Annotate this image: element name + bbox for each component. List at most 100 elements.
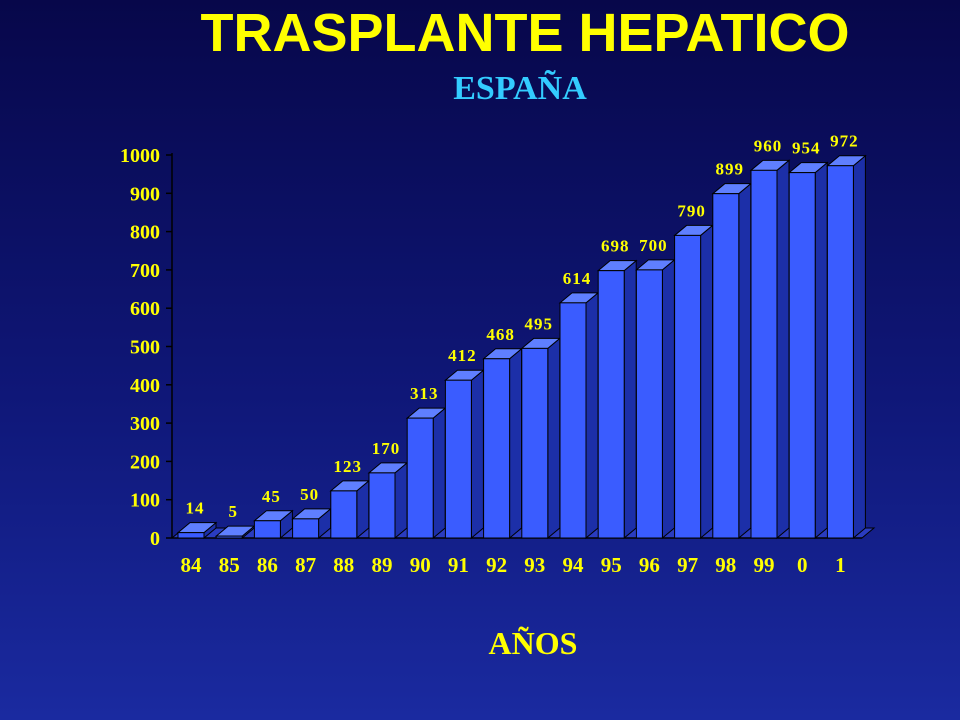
bar-side (814, 161, 828, 540)
bar-91 (444, 369, 485, 540)
data-label: 5 (228, 502, 238, 521)
x-tick-label: 86 (257, 553, 278, 577)
x-axis-label: AÑOS (488, 625, 578, 661)
bar-99 (749, 159, 791, 540)
y-tick-label: 0 (150, 528, 160, 550)
chart-title: TRASPLANTE HEPATICO (200, 3, 850, 63)
x-tick-label: 98 (715, 553, 736, 577)
bar-93 (520, 337, 562, 540)
chart-bars (176, 154, 867, 540)
bar-front (177, 532, 205, 539)
bar-front (788, 172, 816, 539)
data-label: 954 (792, 139, 821, 158)
bar-88 (329, 479, 371, 540)
bar-94 (558, 291, 600, 540)
data-label: 698 (601, 237, 630, 256)
bar-front (292, 518, 320, 539)
data-label: 700 (639, 236, 668, 255)
bar-front (406, 417, 434, 539)
x-tick-label: 87 (295, 553, 316, 577)
y-tick-label: 1000 (120, 145, 160, 167)
bar-front (330, 490, 358, 539)
x-tick-label: 90 (410, 553, 431, 577)
bar-90 (405, 407, 447, 540)
x-tick-label: 1 (835, 553, 846, 577)
chart-labels: 14 84 5 85 45 86 50 87 123 88 170 89 313 90 412 91 468 92… (181, 132, 859, 577)
data-label: 412 (448, 346, 477, 365)
data-label: 14 (186, 499, 205, 518)
bar-side (547, 337, 561, 540)
bar-95 (596, 259, 638, 540)
y-tick-label: 700 (130, 260, 160, 282)
bar-front (750, 169, 778, 539)
data-label: 313 (410, 384, 439, 403)
bar-front (483, 358, 511, 539)
chart-subtitle: ESPAÑA (453, 70, 587, 107)
bar-89 (367, 461, 409, 540)
bar-97 (673, 224, 714, 540)
x-tick-label: 92 (486, 553, 507, 577)
bar-side (776, 159, 790, 540)
y-tick-label: 100 (130, 490, 160, 512)
bar-front (712, 193, 740, 539)
bar-0 (787, 161, 829, 540)
bar-front (253, 520, 281, 539)
bar-87 (291, 507, 332, 540)
x-tick-label: 97 (677, 553, 698, 577)
data-label: 899 (716, 160, 745, 179)
data-label: 468 (486, 325, 515, 344)
bar-86 (253, 509, 294, 540)
bar-front (635, 269, 663, 539)
bar-side (509, 347, 523, 540)
x-tick-label: 91 (448, 553, 469, 577)
y-tick-label: 900 (130, 183, 160, 205)
bar-side (738, 182, 752, 540)
x-tick-label: 84 (181, 553, 203, 577)
bar-front (521, 347, 549, 539)
bar-front (215, 535, 243, 539)
x-tick-label: 88 (333, 553, 354, 577)
bar-side (623, 259, 637, 540)
data-label: 50 (300, 485, 319, 504)
data-label: 123 (334, 457, 363, 476)
y-tick-label: 500 (130, 337, 160, 359)
bar-front (597, 270, 625, 539)
bar-side (394, 461, 408, 540)
data-label: 960 (754, 136, 783, 155)
x-tick-label: 89 (372, 553, 393, 577)
x-tick-label: 94 (563, 553, 585, 577)
bar-side (852, 154, 866, 540)
bar-side (470, 369, 484, 540)
x-tick-label: 96 (639, 553, 660, 577)
bar-1 (826, 154, 867, 540)
y-tick-label: 800 (130, 222, 160, 244)
y-tick-label: 300 (130, 413, 160, 435)
y-tick-label: 200 (130, 451, 160, 473)
data-label: 972 (830, 132, 859, 151)
data-label: 45 (262, 487, 281, 506)
bar-side (585, 291, 599, 540)
bar-front (674, 234, 702, 539)
x-tick-label: 0 (797, 553, 808, 577)
bar-85 (214, 525, 256, 540)
x-tick-label: 95 (601, 553, 622, 577)
bar-98 (711, 182, 753, 540)
x-tick-label: 99 (754, 553, 775, 577)
data-label: 170 (372, 439, 401, 458)
bar-front (368, 472, 396, 539)
x-tick-label: 85 (219, 553, 240, 577)
data-label: 614 (563, 269, 592, 288)
bar-front (826, 165, 854, 539)
y-tick-label: 400 (130, 375, 160, 397)
x-tick-label: 93 (524, 553, 545, 577)
bar-side (661, 258, 675, 540)
bar-side (700, 224, 714, 540)
y-tick-label: 600 (130, 298, 160, 320)
bar-96 (635, 258, 676, 540)
bar-92 (482, 347, 523, 540)
data-label: 495 (525, 314, 554, 333)
bar-side (432, 407, 446, 540)
data-label: 790 (677, 201, 706, 220)
bar-84 (176, 521, 218, 540)
